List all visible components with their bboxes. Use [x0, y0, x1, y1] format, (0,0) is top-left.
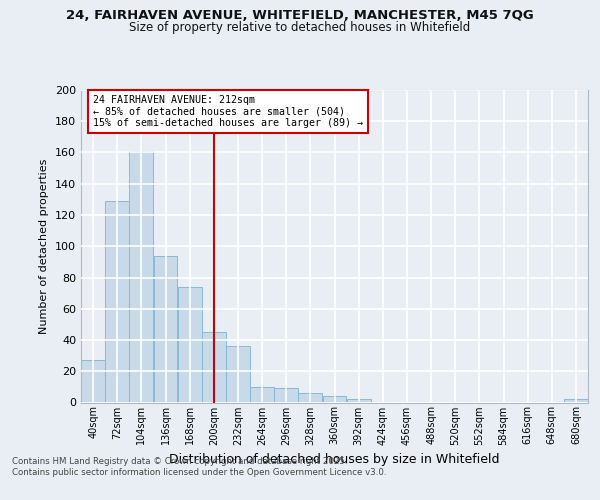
Bar [202, 332, 226, 402]
Bar [81, 360, 105, 403]
Bar [564, 400, 588, 402]
Text: 24 FAIRHAVEN AVENUE: 212sqm
← 85% of detached houses are smaller (504)
15% of se: 24 FAIRHAVEN AVENUE: 212sqm ← 85% of det… [93, 94, 363, 128]
Bar [226, 346, 250, 403]
Bar [298, 393, 322, 402]
Bar [178, 287, 202, 403]
Text: Contains HM Land Registry data © Crown copyright and database right 2025.: Contains HM Land Registry data © Crown c… [12, 458, 347, 466]
Bar [130, 151, 153, 403]
Bar [154, 256, 178, 402]
Bar [274, 388, 298, 402]
Bar [106, 201, 129, 402]
Bar [250, 387, 274, 402]
Bar [347, 400, 371, 402]
Bar [323, 396, 346, 402]
X-axis label: Distribution of detached houses by size in Whitefield: Distribution of detached houses by size … [169, 453, 500, 466]
Text: Size of property relative to detached houses in Whitefield: Size of property relative to detached ho… [130, 21, 470, 34]
Y-axis label: Number of detached properties: Number of detached properties [40, 158, 49, 334]
Text: Contains public sector information licensed under the Open Government Licence v3: Contains public sector information licen… [12, 468, 386, 477]
Text: 24, FAIRHAVEN AVENUE, WHITEFIELD, MANCHESTER, M45 7QG: 24, FAIRHAVEN AVENUE, WHITEFIELD, MANCHE… [66, 9, 534, 22]
